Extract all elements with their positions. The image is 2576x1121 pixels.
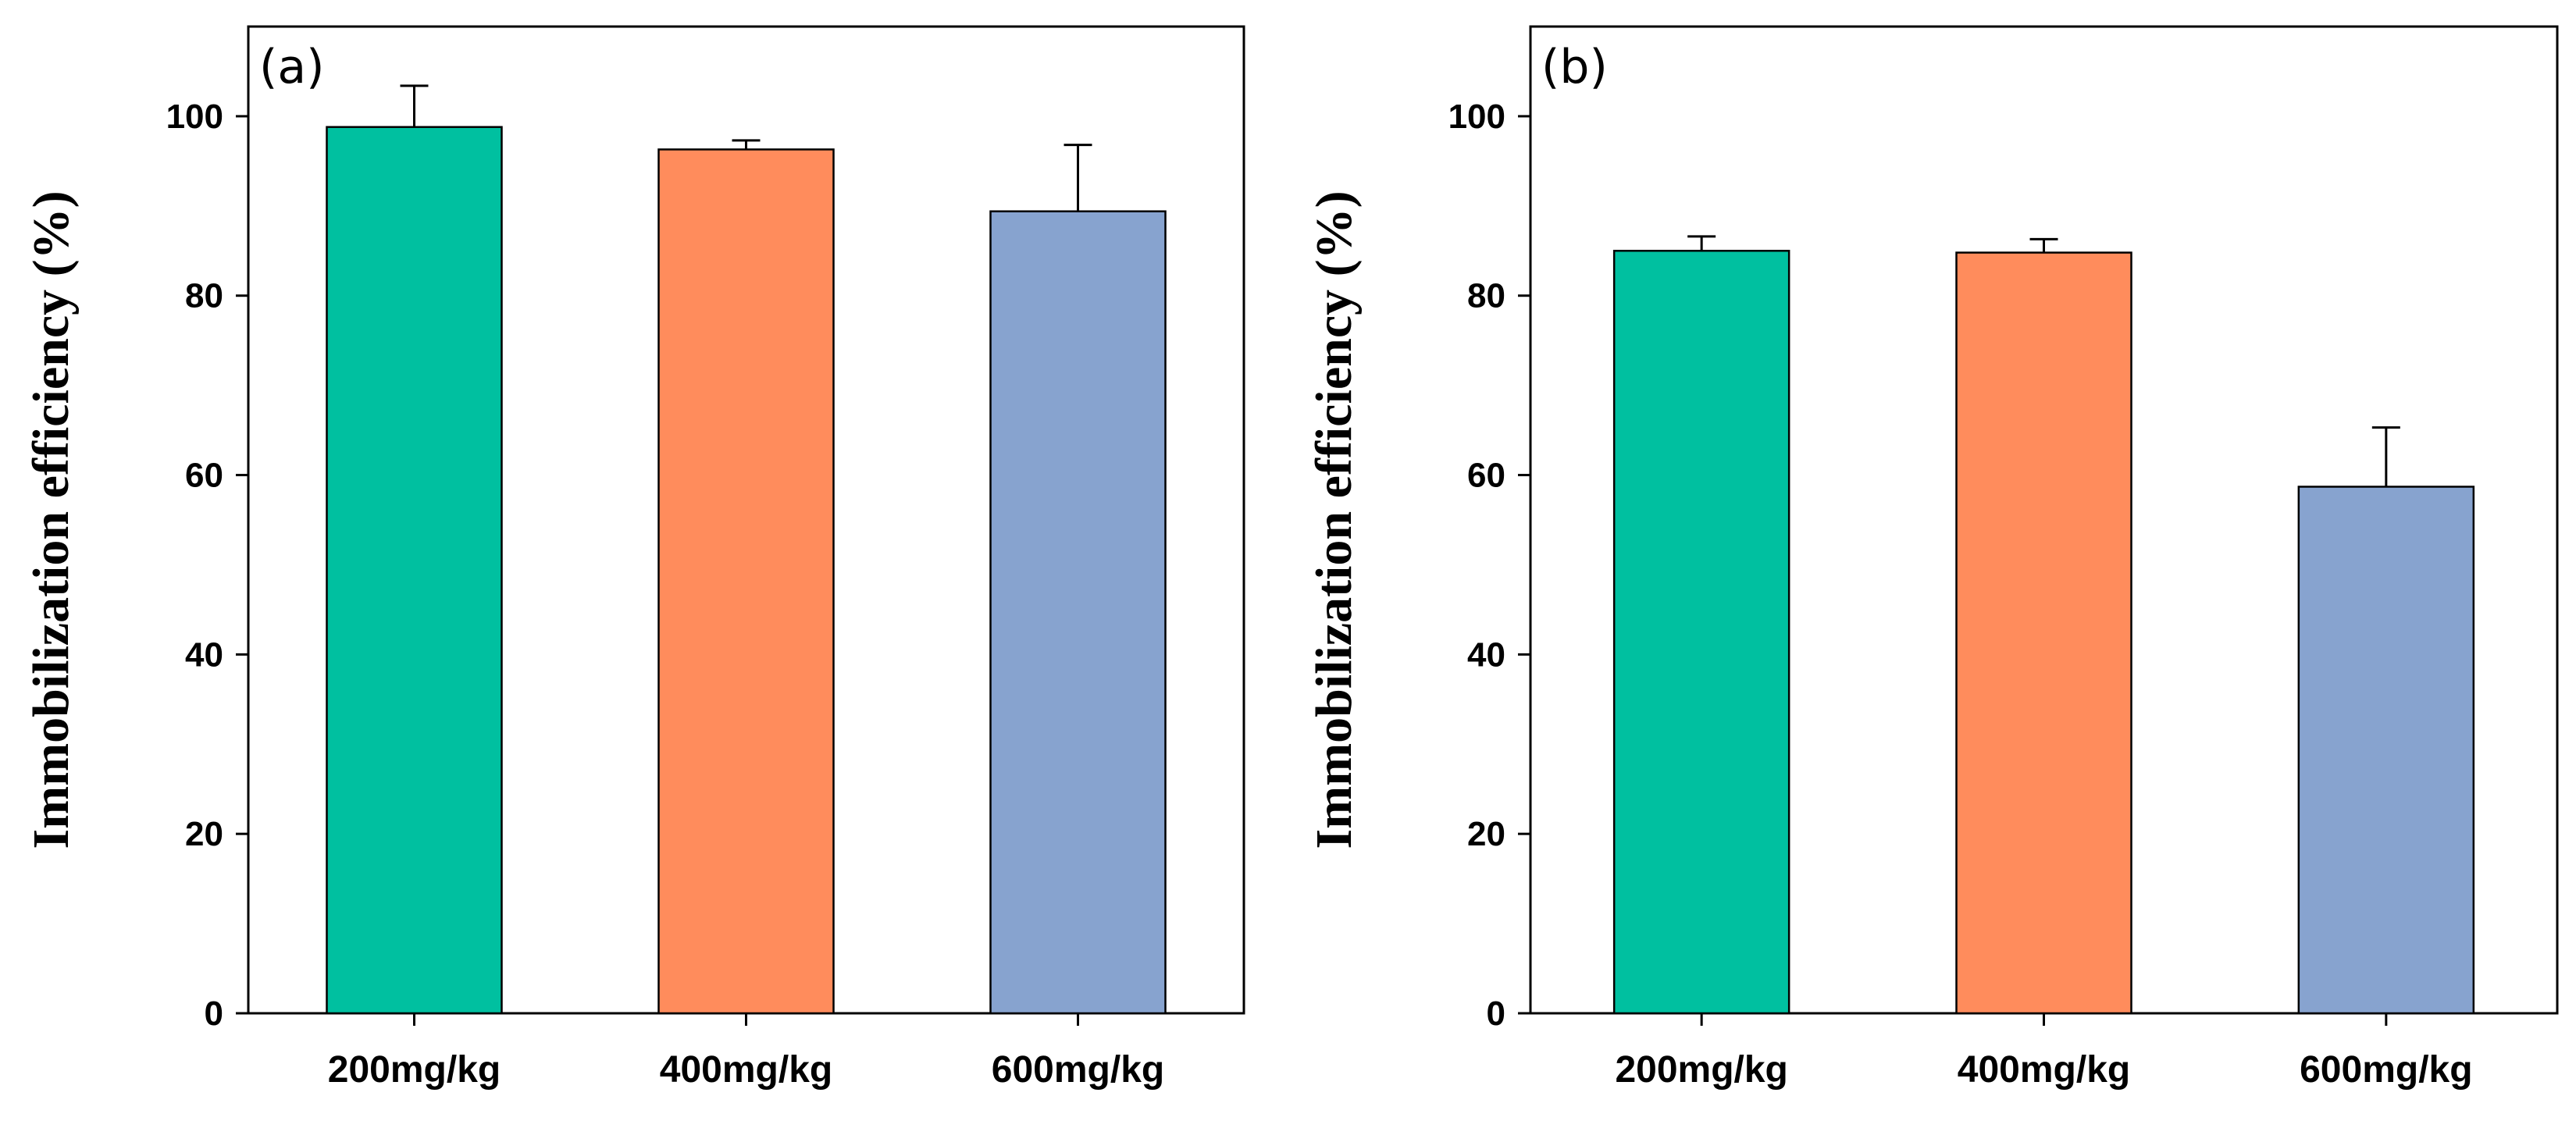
panel-a: 0 20 40 60 80 100 200mg/kg 400mg/kg 600mg/kg Immo… <box>23 25 1245 1091</box>
panel-a-y-tick-label: 100 <box>166 98 223 136</box>
panel-a-category-label: 400mg/kg <box>660 1049 832 1091</box>
panel-a-y-tick-label: 0 <box>205 995 223 1033</box>
panel-b-category-label: 600mg/kg <box>2300 1049 2472 1091</box>
panel-a-category-label: 200mg/kg <box>328 1049 501 1091</box>
panel-a-y-tick-label: 80 <box>185 277 223 315</box>
panel-a-category-label: 600mg/kg <box>992 1049 1164 1091</box>
panel-b-y-tick-label: 100 <box>1448 98 1505 136</box>
panel-b-y-tick-label: 0 <box>1487 995 1505 1033</box>
panel-a-bar-600mg-kg <box>989 210 1167 1015</box>
panel-b-bar-200mg-kg <box>1612 250 1790 1015</box>
panel-a-y-tick-label: 40 <box>185 635 223 674</box>
panel-b-y-tick-label: 80 <box>1467 277 1505 315</box>
panel-b-category-label: 200mg/kg <box>1615 1049 1787 1091</box>
panel-a-y-tick-label: 20 <box>185 815 223 853</box>
panel-b-y-tick-label: 20 <box>1467 815 1505 853</box>
panel-a-y-tick-label: 60 <box>185 457 223 495</box>
panel-b-bar-400mg-kg <box>1955 251 2132 1015</box>
panel-b-label: (b) <box>1541 40 1608 94</box>
panel-b-y-axis-title: Immobilization efficiency (%) <box>1306 190 1363 849</box>
panel-a-y-axis-title: Immobilization efficiency (%) <box>23 190 80 849</box>
panel-b-bar-600mg-kg <box>2297 486 2475 1015</box>
panel-b: 0 20 40 60 80 100 200mg/kg 400mg/kg 600mg/kg Immo… <box>1306 25 2559 1091</box>
panel-b-category-label: 400mg/kg <box>1958 1049 2130 1091</box>
panel-a-bar-200mg-kg <box>326 126 503 1015</box>
panel-b-y-tick-label: 60 <box>1467 457 1505 495</box>
panel-a-bar-400mg-kg <box>657 148 835 1015</box>
panel-b-y-tick-label: 40 <box>1467 635 1505 674</box>
panel-a-label: (a) <box>259 40 325 94</box>
